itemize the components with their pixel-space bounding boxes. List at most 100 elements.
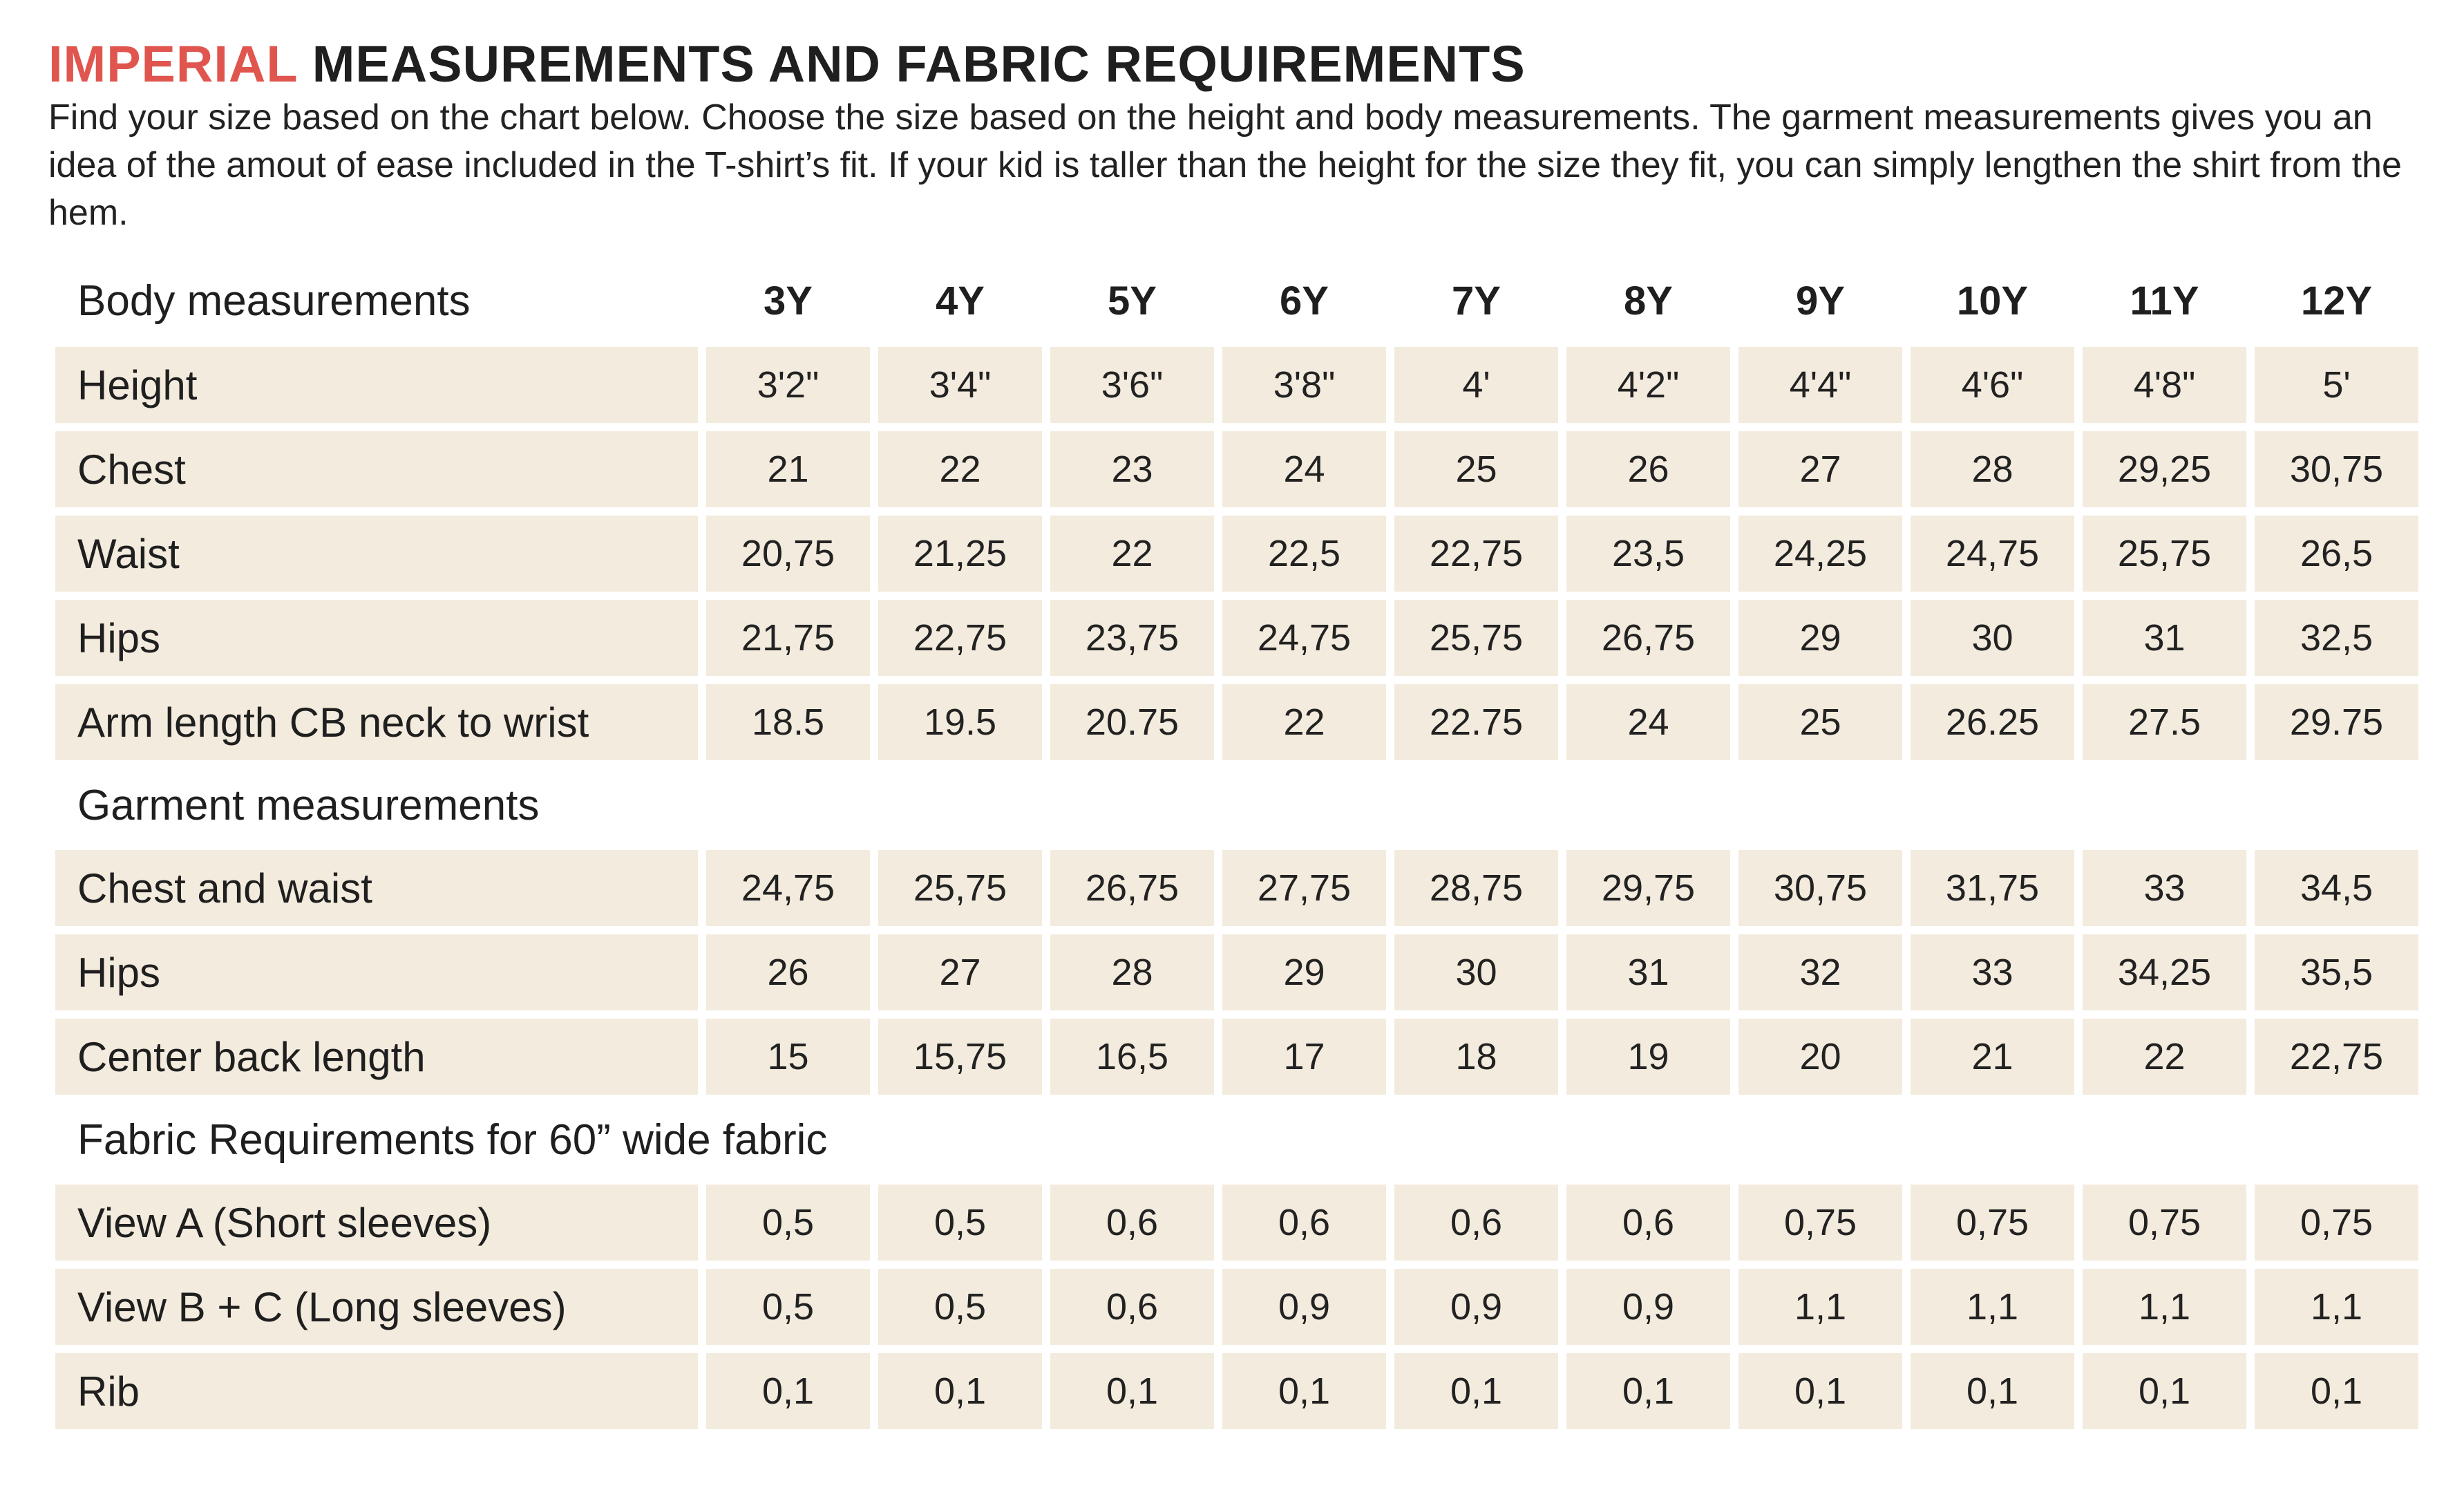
value-cell: 32 — [1738, 934, 1902, 1010]
value-cell: 22 — [1222, 684, 1386, 760]
garment-measurements-group: Chest and waist 24,75 25,75 26,75 27,75 28,75… — [55, 850, 2418, 1095]
value-cell: 20.75 — [1050, 684, 1214, 760]
title-accent: IMPERIAL — [48, 35, 298, 93]
value-cell: 18 — [1394, 1019, 1558, 1095]
size-header: 9Y — [1796, 278, 1845, 323]
size-header: 4Y — [936, 278, 985, 323]
value-cell: 25 — [1394, 431, 1558, 507]
value-cell: 31 — [1566, 934, 1730, 1010]
value-cell: 1,1 — [2255, 1269, 2418, 1345]
value-cell: 21,75 — [706, 600, 870, 676]
value-cell: 0,75 — [2083, 1185, 2246, 1261]
value-cell: 22 — [878, 431, 1042, 507]
row-label: Chest — [55, 431, 698, 507]
body-measurement-row: Waist 20,75 21,25 22 22,5 22,75 23,5 24,25 24,75… — [55, 516, 2418, 592]
value-cell: 21 — [1911, 1019, 2074, 1095]
row-label: View A (Short sleeves) — [55, 1185, 698, 1261]
body-measurements-group: Height 3'2" 3'4" 3'6" 3'8" 4' 4'2" 4'4" 4'6" 4'8"… — [55, 347, 2418, 760]
row-label: Center back length — [55, 1019, 698, 1095]
value-cell: 1,1 — [1738, 1269, 1902, 1345]
value-cell: 29,75 — [1566, 850, 1730, 926]
value-cell: 22,75 — [1394, 516, 1558, 592]
value-cell: 0,5 — [706, 1185, 870, 1261]
value-cell: 34,25 — [2083, 934, 2246, 1010]
value-cell: 28 — [1050, 934, 1214, 1010]
value-cell: 4'6" — [1911, 347, 2074, 423]
value-cell: 33 — [2083, 850, 2246, 926]
size-header: 5Y — [1108, 278, 1157, 323]
body-measurement-row: Arm length CB neck to wrist 18.5 19.5 20.75… — [55, 684, 2418, 760]
value-cell: 3'8" — [1222, 347, 1386, 423]
value-cell: 30,75 — [1738, 850, 1902, 926]
size-header: 6Y — [1280, 278, 1329, 323]
value-cell: 0,6 — [1222, 1185, 1386, 1261]
fabric-requirement-row: View A (Short sleeves) 0,5 0,5 0,6 0,6 0,6 0,6… — [55, 1185, 2418, 1261]
value-cell: 33 — [1911, 934, 2074, 1010]
value-cell: 24,75 — [1911, 516, 2074, 592]
value-cell: 0,1 — [1911, 1353, 2074, 1429]
value-cell: 22,75 — [2255, 1019, 2418, 1095]
value-cell: 0,9 — [1394, 1269, 1558, 1345]
value-cell: 26,5 — [2255, 516, 2418, 592]
value-cell: 0,75 — [1911, 1185, 2074, 1261]
value-cell: 16,5 — [1050, 1019, 1214, 1095]
value-cell: 24 — [1222, 431, 1386, 507]
row-label: Waist — [55, 516, 698, 592]
value-cell: 0,1 — [1050, 1353, 1214, 1429]
fabric-requirement-row: View B + C (Long sleeves) 0,5 0,5 0,6 0,9 0,9… — [55, 1269, 2418, 1345]
value-cell: 0,5 — [878, 1185, 1042, 1261]
value-cell: 5' — [2255, 347, 2418, 423]
value-cell: 0,75 — [2255, 1185, 2418, 1261]
garment-measurement-row: Chest and waist 24,75 25,75 26,75 27,75 28,75… — [55, 850, 2418, 926]
value-cell: 30 — [1911, 600, 2074, 676]
value-cell: 30,75 — [2255, 431, 2418, 507]
value-cell: 0,9 — [1566, 1269, 1730, 1345]
value-cell: 0,75 — [1738, 1185, 1902, 1261]
value-cell: 25,75 — [878, 850, 1042, 926]
value-cell: 29 — [1222, 934, 1386, 1010]
value-cell: 26,75 — [1566, 600, 1730, 676]
value-cell: 34,5 — [2255, 850, 2418, 926]
value-cell: 29.75 — [2255, 684, 2418, 760]
value-cell: 0,9 — [1222, 1269, 1386, 1345]
value-cell: 24,75 — [1222, 600, 1386, 676]
row-label: Height — [55, 347, 698, 423]
value-cell: 4'8" — [2083, 347, 2246, 423]
value-cell: 0,6 — [1050, 1185, 1214, 1261]
value-cell: 21 — [706, 431, 870, 507]
value-cell: 27.5 — [2083, 684, 2246, 760]
row-label: Rib — [55, 1353, 698, 1429]
value-cell: 22.75 — [1394, 684, 1558, 760]
measurement-table: Body measurements 3Y 4Y 5Y 6Y 7Y 8Y 9Y 1… — [55, 263, 2418, 1429]
value-cell: 1,1 — [2083, 1269, 2246, 1345]
value-cell: 32,5 — [2255, 600, 2418, 676]
garment-measurement-row: Center back length 15 15,75 16,5 17 18 19 20 21 2… — [55, 1019, 2418, 1095]
value-cell: 23,75 — [1050, 600, 1214, 676]
value-cell: 22 — [1050, 516, 1214, 592]
row-label: Hips — [55, 600, 698, 676]
value-cell: 0,6 — [1566, 1185, 1730, 1261]
row-label: Chest and waist — [55, 850, 698, 926]
value-cell: 18.5 — [706, 684, 870, 760]
value-cell: 3'6" — [1050, 347, 1214, 423]
value-cell: 15 — [706, 1019, 870, 1095]
garment-measurement-row: Hips 26 27 28 29 30 31 32 33 34,25 35,5 — [55, 934, 2418, 1010]
value-cell: 20,75 — [706, 516, 870, 592]
size-header: 12Y — [2300, 278, 2373, 323]
value-cell: 3'4" — [878, 347, 1042, 423]
value-cell: 0,6 — [1394, 1185, 1558, 1261]
value-cell: 26 — [706, 934, 870, 1010]
value-cell: 19.5 — [878, 684, 1042, 760]
body-measurement-row: Height 3'2" 3'4" 3'6" 3'8" 4' 4'2" 4'4" 4'6" 4'8"… — [55, 347, 2418, 423]
value-cell: 22,75 — [878, 600, 1042, 676]
value-cell: 29,25 — [2083, 431, 2246, 507]
body-measurement-row: Hips 21,75 22,75 23,75 24,75 25,75 26,75 29 30 31… — [55, 600, 2418, 676]
value-cell: 0,5 — [706, 1269, 870, 1345]
garment-measurements-heading: Garment measurements — [77, 781, 540, 829]
value-cell: 29 — [1738, 600, 1902, 676]
value-cell: 17 — [1222, 1019, 1386, 1095]
value-cell: 24,25 — [1738, 516, 1902, 592]
value-cell: 3'2" — [706, 347, 870, 423]
fabric-requirements-group: View A (Short sleeves) 0,5 0,5 0,6 0,6 0,6 0,6… — [55, 1185, 2418, 1429]
